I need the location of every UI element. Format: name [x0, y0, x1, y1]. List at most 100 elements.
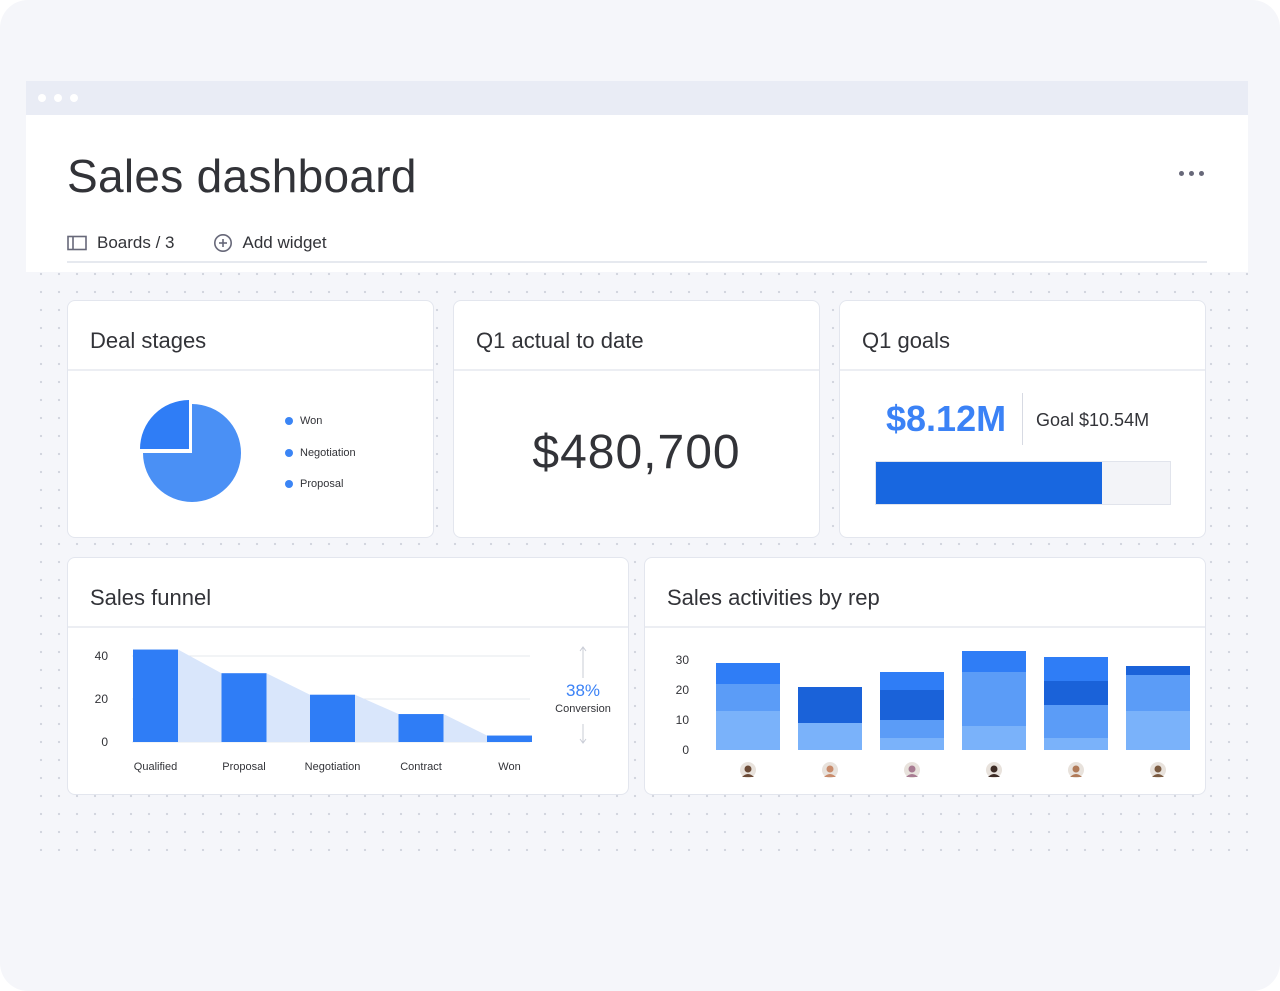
sales-funnel-widget[interactable]: Sales funnel 0 20 40 Qualified Proposal Negot… [67, 557, 629, 795]
conversion-arrow-up [579, 646, 587, 652]
add-widget-button[interactable]: Add widget [213, 233, 327, 253]
deal-stages-widget[interactable]: Deal stages Won Negotiation Proposal [67, 300, 434, 538]
legend-label: Proposal [300, 478, 344, 490]
stacked-bar-segment [716, 663, 780, 684]
goal-target-label: Goal $10.54M [1036, 410, 1150, 430]
stacked-bar-segment [962, 726, 1026, 750]
stacked-bar-segment [880, 672, 944, 690]
y-tick-label: 0 [682, 743, 689, 757]
sales-funnel-chart: 0 20 40 Qualified Proposal Negotiation Contrac… [95, 646, 618, 773]
stacked-bar-segment [962, 672, 1026, 726]
more-options-icon[interactable] [1179, 171, 1204, 176]
widget-title: Sales activities by rep [667, 585, 880, 610]
avatar-shoulders [1152, 774, 1164, 777]
pie-slice-negotiation [143, 404, 241, 502]
stacked-bar-segment [798, 687, 862, 723]
widget-title: Sales funnel [90, 585, 212, 610]
sales-activities-widget[interactable]: Sales activities by rep 0 10 20 30 [644, 557, 1206, 795]
boards-link-label: Boards / 3 [97, 233, 175, 252]
widget-divider [454, 369, 819, 371]
stacked-bar-segment [716, 684, 780, 711]
widget-divider [840, 369, 1205, 371]
funnel-bar [133, 649, 178, 742]
x-tick-label: Qualified [134, 761, 177, 773]
window-dot-icon [38, 94, 46, 102]
x-tick-label: Proposal [222, 761, 265, 773]
funnel-connector [355, 694, 399, 742]
stacked-bar-segment [1044, 705, 1108, 738]
y-tick-label: 30 [676, 653, 690, 667]
funnel-connector [266, 673, 310, 742]
widget-divider [68, 369, 433, 371]
conversion-label: Conversion [555, 703, 611, 715]
conversion-arrow-down [579, 738, 587, 744]
window-dot-icon [70, 94, 78, 102]
x-tick-label: Contract [400, 761, 442, 773]
stacked-bar-segment [1044, 681, 1108, 705]
q1-actual-widget[interactable]: Q1 actual to date $480,700 [453, 300, 820, 538]
stacked-bar-segment [1126, 675, 1190, 711]
widget-title: Q1 actual to date [476, 328, 644, 353]
legend-label: Won [300, 415, 323, 427]
window-dot-icon [54, 94, 62, 102]
stacked-bar-segment [880, 738, 944, 750]
plus-circle-icon [213, 234, 232, 252]
legend-item-proposal: Proposal [285, 478, 343, 490]
goal-separator [1022, 393, 1023, 445]
stacked-bar-segment [880, 690, 944, 720]
conversion-label-bg [548, 678, 618, 724]
board-icon [67, 235, 87, 251]
funnel-bar [487, 735, 532, 742]
sales-activities-chart: 0 10 20 30 [676, 651, 1190, 778]
avatar-shoulders [1070, 774, 1082, 777]
header-toolbar: Boards / 3 Add widget [67, 233, 327, 253]
funnel-connector [443, 714, 487, 742]
avatar-shoulders [742, 774, 754, 777]
widget-divider [68, 626, 628, 628]
dashboard-header: Sales dashboard Boards / 3 Add widget [26, 115, 1248, 272]
widget-title: Deal stages [90, 328, 207, 353]
avatar-face [908, 765, 916, 773]
stacked-bar-segment [962, 651, 1026, 672]
q1-actual-value: $480,700 [532, 426, 741, 479]
q1-goals-widget[interactable]: Q1 goals $8.12M Goal $10.54M [839, 300, 1206, 538]
widget-title: Q1 goals [862, 328, 951, 353]
q1-goals-value: $8.12M [886, 398, 1007, 439]
stacked-bar-segment [1044, 738, 1108, 750]
pie-slice-won [140, 400, 189, 449]
stacked-bar-segment [1044, 657, 1108, 681]
add-widget-label: Add widget [242, 233, 327, 252]
y-tick-label: 20 [676, 683, 690, 697]
avatar-face [744, 765, 752, 773]
legend-item-won: Won [285, 415, 322, 427]
widget-divider [645, 626, 1205, 628]
y-tick-label: 20 [95, 692, 109, 706]
app-window: Sales dashboard Boards / 3 Add widget [26, 81, 1248, 851]
avatar-face [826, 765, 834, 773]
y-tick-label: 40 [95, 649, 109, 663]
legend-item-negotiation: Negotiation [285, 447, 356, 459]
deal-stages-pie-chart [140, 400, 241, 502]
avatar-face [990, 765, 998, 773]
page-title: Sales dashboard [67, 150, 417, 202]
conversion-value: 38% [566, 681, 600, 700]
stacked-bar-segment [1126, 666, 1190, 675]
avatar-shoulders [824, 774, 836, 777]
goal-progress-bar [875, 461, 1171, 505]
avatar-shoulders [906, 774, 918, 777]
stacked-bar-segment [880, 720, 944, 738]
x-tick-label: Negotiation [305, 761, 361, 773]
stacked-bar-segment [716, 711, 780, 750]
y-tick-label: 10 [676, 713, 690, 727]
legend-label: Negotiation [300, 447, 356, 459]
boards-link[interactable]: Boards / 3 [67, 233, 175, 253]
funnel-bar [310, 694, 355, 742]
header-divider [67, 261, 1207, 263]
avatar-face [1072, 765, 1080, 773]
funnel-bar [221, 673, 267, 742]
y-tick-label: 0 [101, 735, 108, 749]
funnel-bar [398, 714, 444, 742]
stacked-bar-segment [1126, 711, 1190, 750]
avatar-face [1154, 765, 1162, 773]
goal-progress-fill [876, 462, 1103, 504]
